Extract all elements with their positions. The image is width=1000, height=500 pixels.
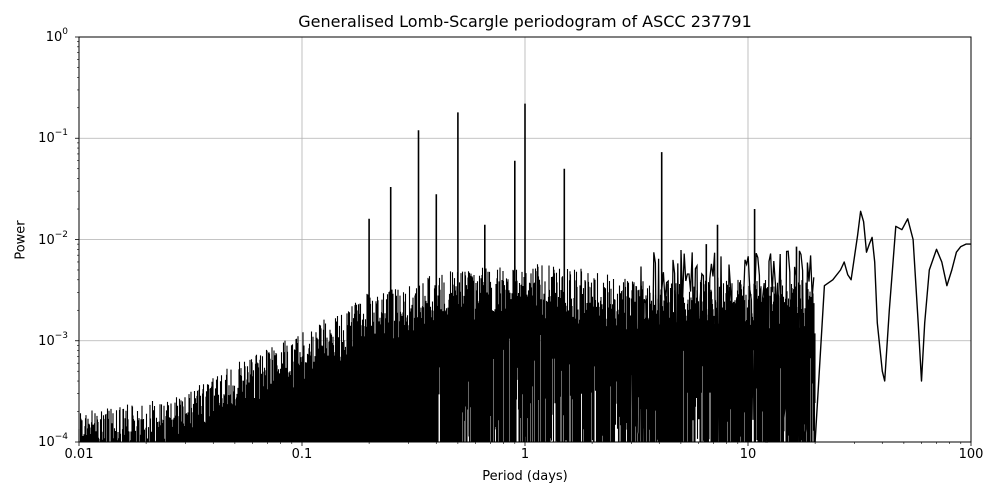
axis-ticks	[75, 36, 972, 446]
x-tick-label: 0.1	[291, 447, 313, 462]
y-tick-label: 10−3	[38, 330, 68, 349]
y-tick-label: 10−4	[38, 431, 68, 451]
data-trace	[78, 103, 971, 443]
x-tick-label: 1	[520, 447, 530, 462]
x-tick-label: 100	[958, 447, 984, 462]
y-tick-label: 10−2	[38, 229, 68, 248]
x-axis-label: Period (days)	[482, 469, 568, 484]
chart-title: Generalised Lomb-Scargle periodogram of …	[298, 12, 752, 31]
y-axis-label: Power	[13, 220, 29, 260]
x-tick-label: 10	[739, 447, 757, 462]
x-tick-label: 0.01	[64, 447, 94, 462]
y-tick-label: 100	[45, 26, 68, 46]
y-tick-label: 10−1	[38, 128, 68, 147]
